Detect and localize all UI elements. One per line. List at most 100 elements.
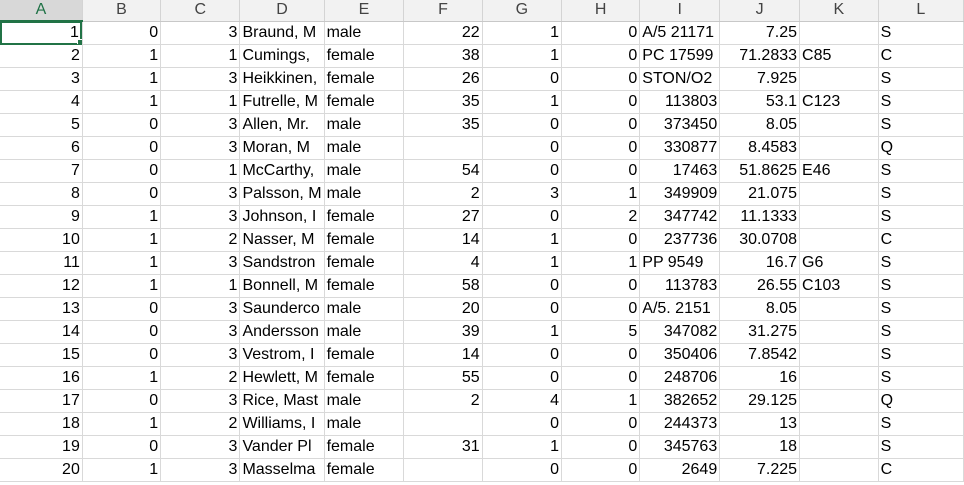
cell-a10[interactable]: 10 (0, 228, 83, 252)
cell-f13[interactable]: 20 (403, 297, 483, 321)
cell-j5[interactable]: 8.05 (719, 113, 801, 137)
cell-h19[interactable]: 0 (561, 435, 641, 459)
cell-l14[interactable]: S (878, 320, 964, 344)
cell-k10[interactable] (799, 228, 879, 252)
cell-e10[interactable]: female (324, 228, 405, 252)
cell-c16[interactable]: 2 (160, 366, 241, 390)
cell-a16[interactable]: 16 (0, 366, 83, 390)
cell-i13[interactable]: A/5. 2151 (639, 297, 721, 321)
cell-h10[interactable]: 0 (561, 228, 641, 252)
cell-i7[interactable]: 17463 (639, 159, 721, 183)
cell-f5[interactable]: 35 (403, 113, 483, 137)
cell-i3[interactable]: STON/O2 (639, 67, 721, 91)
cell-g2[interactable]: 1 (482, 44, 562, 68)
cell-j10[interactable]: 30.0708 (719, 228, 801, 252)
cell-b16[interactable]: 1 (82, 366, 162, 390)
cell-d13[interactable]: Saunderco (239, 297, 325, 321)
cell-c17[interactable]: 3 (160, 389, 241, 413)
cell-j7[interactable]: 51.8625 (719, 159, 801, 183)
cell-e6[interactable]: male (324, 136, 405, 160)
cell-l18[interactable]: S (878, 412, 964, 436)
cell-d19[interactable]: Vander Pl (239, 435, 325, 459)
cell-f2[interactable]: 38 (403, 44, 483, 68)
cell-i2[interactable]: PC 17599 (639, 44, 721, 68)
cell-a19[interactable]: 19 (0, 435, 83, 459)
cell-e5[interactable]: male (324, 113, 405, 137)
cell-g13[interactable]: 0 (482, 297, 562, 321)
cell-e16[interactable]: female (324, 366, 405, 390)
cell-a8[interactable]: 8 (0, 182, 83, 206)
cell-h14[interactable]: 5 (561, 320, 641, 344)
cell-f11[interactable]: 4 (403, 251, 483, 275)
cell-h8[interactable]: 1 (561, 182, 641, 206)
cell-l15[interactable]: S (878, 343, 964, 367)
cell-c5[interactable]: 3 (160, 113, 241, 137)
cell-a4[interactable]: 4 (0, 90, 83, 114)
cell-j20[interactable]: 7.225 (719, 458, 801, 482)
cell-b18[interactable]: 1 (82, 412, 162, 436)
cell-h9[interactable]: 2 (561, 205, 641, 229)
cell-j16[interactable]: 16 (719, 366, 801, 390)
cell-i20[interactable]: 2649 (639, 458, 721, 482)
cell-a15[interactable]: 15 (0, 343, 83, 367)
cell-f7[interactable]: 54 (403, 159, 483, 183)
cell-j6[interactable]: 8.4583 (719, 136, 801, 160)
cell-c2[interactable]: 1 (160, 44, 241, 68)
cell-l20[interactable]: C (878, 458, 964, 482)
cell-h15[interactable]: 0 (561, 343, 641, 367)
cell-a9[interactable]: 9 (0, 205, 83, 229)
cell-l13[interactable]: S (878, 297, 964, 321)
column-header-l[interactable]: L (878, 0, 964, 22)
cell-i18[interactable]: 244373 (639, 412, 721, 436)
cell-f19[interactable]: 31 (403, 435, 483, 459)
cell-k11[interactable]: G6 (799, 251, 879, 275)
cell-g17[interactable]: 4 (482, 389, 562, 413)
cell-b15[interactable]: 0 (82, 343, 162, 367)
cell-k17[interactable] (799, 389, 879, 413)
cell-c18[interactable]: 2 (160, 412, 241, 436)
cell-d9[interactable]: Johnson, I (239, 205, 325, 229)
cell-i19[interactable]: 345763 (639, 435, 721, 459)
cell-k13[interactable] (799, 297, 879, 321)
cell-c20[interactable]: 3 (160, 458, 241, 482)
cell-i5[interactable]: 373450 (639, 113, 721, 137)
cell-l7[interactable]: S (878, 159, 964, 183)
cell-g20[interactable]: 0 (482, 458, 562, 482)
cell-h20[interactable]: 0 (561, 458, 641, 482)
cell-j4[interactable]: 53.1 (719, 90, 801, 114)
cell-h13[interactable]: 0 (561, 297, 641, 321)
cell-l8[interactable]: S (878, 182, 964, 206)
cell-e4[interactable]: female (324, 90, 405, 114)
cell-f9[interactable]: 27 (403, 205, 483, 229)
cell-i6[interactable]: 330877 (639, 136, 721, 160)
cell-e19[interactable]: female (324, 435, 405, 459)
cell-j14[interactable]: 31.275 (719, 320, 801, 344)
cell-l12[interactable]: S (878, 274, 964, 298)
cell-k16[interactable] (799, 366, 879, 390)
cell-g15[interactable]: 0 (482, 343, 562, 367)
cell-k18[interactable] (799, 412, 879, 436)
cell-c9[interactable]: 3 (160, 205, 241, 229)
cell-f20[interactable] (403, 458, 483, 482)
column-header-j[interactable]: J (719, 0, 801, 22)
cell-c15[interactable]: 3 (160, 343, 241, 367)
cell-j1[interactable]: 7.25 (719, 21, 801, 45)
cell-j8[interactable]: 21.075 (719, 182, 801, 206)
cell-f4[interactable]: 35 (403, 90, 483, 114)
cell-d2[interactable]: Cumings, (239, 44, 325, 68)
cell-c13[interactable]: 3 (160, 297, 241, 321)
cell-l17[interactable]: Q (878, 389, 964, 413)
cell-a11[interactable]: 11 (0, 251, 83, 275)
cell-f12[interactable]: 58 (403, 274, 483, 298)
cell-j12[interactable]: 26.55 (719, 274, 801, 298)
cell-k5[interactable] (799, 113, 879, 137)
cell-j19[interactable]: 18 (719, 435, 801, 459)
cell-f16[interactable]: 55 (403, 366, 483, 390)
cell-d3[interactable]: Heikkinen, (239, 67, 325, 91)
cell-c8[interactable]: 3 (160, 182, 241, 206)
cell-j15[interactable]: 7.8542 (719, 343, 801, 367)
cell-b5[interactable]: 0 (82, 113, 162, 137)
cell-f10[interactable]: 14 (403, 228, 483, 252)
cell-g6[interactable]: 0 (482, 136, 562, 160)
cell-l11[interactable]: S (878, 251, 964, 275)
